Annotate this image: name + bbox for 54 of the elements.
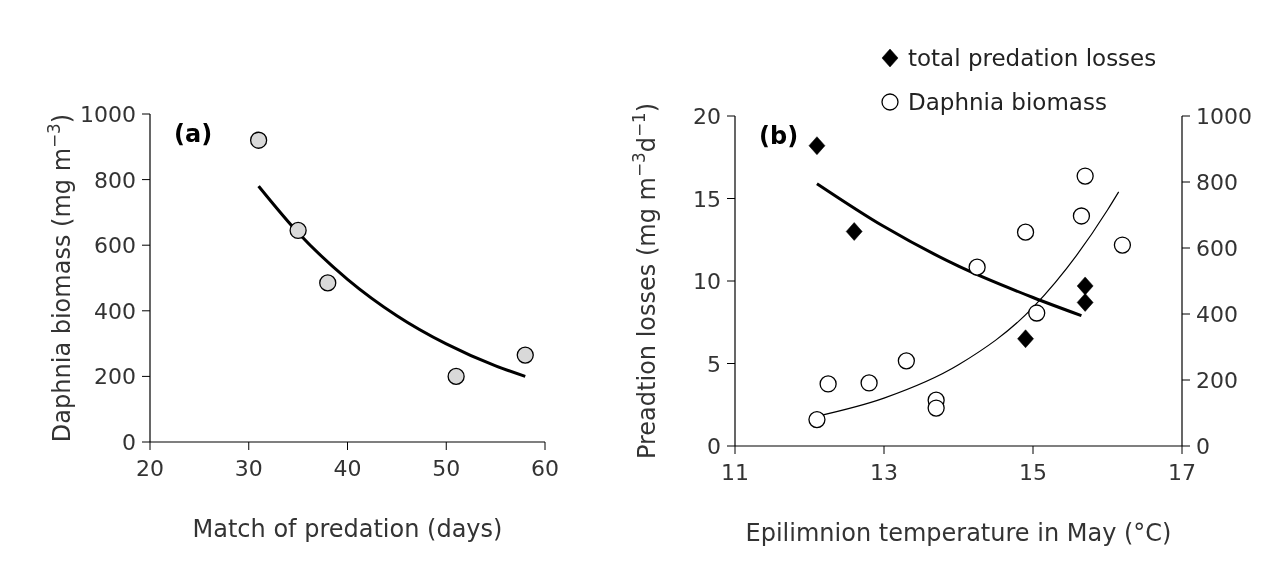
y-tick-label: 0 — [707, 434, 721, 459]
point — [249, 131, 268, 149]
y-tick-label: 5 — [707, 351, 721, 377]
annotation: (a) — [174, 120, 213, 148]
point — [516, 346, 534, 364]
y-tick-label: 10 — [693, 269, 721, 294]
y-tick-label: 600 — [94, 233, 136, 259]
x-tick-label: 15 — [1019, 460, 1047, 485]
point — [968, 258, 986, 276]
point — [860, 374, 878, 392]
point — [1076, 167, 1094, 185]
y2-tick-label: 0 — [1196, 434, 1210, 459]
point — [819, 375, 837, 393]
x-tick-label: 11 — [721, 460, 749, 485]
point — [897, 352, 915, 370]
point — [1028, 304, 1046, 322]
y2-tick-label: 1000 — [1196, 104, 1252, 129]
x-tick-label: 60 — [531, 456, 559, 481]
x-tick-label: 17 — [1168, 460, 1196, 485]
x-axis-title: Epilimnion temperature in May (°C) — [745, 519, 1172, 547]
y-tick-label: 0 — [122, 430, 136, 455]
y2-tick-label: 600 — [1196, 236, 1238, 261]
point — [1076, 276, 1094, 296]
y-tick-label: 200 — [94, 364, 136, 390]
y-tick-label: 15 — [693, 186, 721, 212]
y2-tick-label: 400 — [1196, 302, 1238, 327]
y2-tick-label: 800 — [1196, 170, 1238, 195]
legend-label: Daphnia biomass — [908, 89, 1107, 115]
x-tick-label: 40 — [333, 456, 362, 481]
point — [1016, 223, 1035, 241]
legend-label: total predation losses — [908, 45, 1157, 71]
x-tick-label: 30 — [234, 456, 263, 481]
y-tick-label: 20 — [693, 104, 721, 129]
y-tick-label: 400 — [94, 298, 136, 324]
point — [447, 367, 465, 386]
point — [319, 274, 337, 292]
point — [289, 221, 307, 240]
point — [1076, 293, 1094, 312]
x-tick-label: 20 — [136, 456, 164, 481]
point — [1017, 329, 1034, 348]
point — [927, 399, 945, 417]
point — [1072, 207, 1091, 225]
x-axis-title: Match of predation (days) — [192, 515, 503, 543]
point — [808, 410, 826, 429]
x-tick-label: 13 — [870, 460, 898, 485]
y-tick-label: 800 — [94, 167, 136, 193]
point — [808, 136, 826, 155]
point — [1113, 236, 1132, 254]
x-tick-label: 50 — [432, 456, 461, 481]
point — [845, 222, 863, 241]
y2-tick-label: 200 — [1196, 368, 1238, 393]
annotation: (b) — [759, 122, 799, 150]
line-series — [257, 184, 527, 378]
y-tick-label: 1000 — [80, 102, 136, 127]
